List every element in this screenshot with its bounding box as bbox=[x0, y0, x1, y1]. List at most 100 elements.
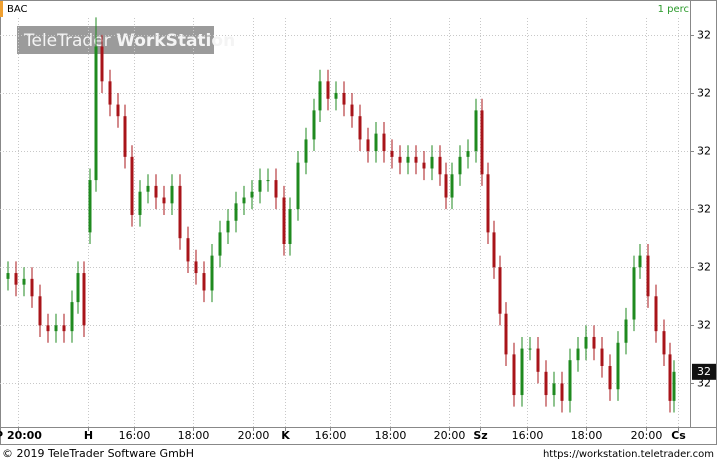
candle-body bbox=[492, 232, 496, 268]
candle-body bbox=[450, 174, 454, 198]
candle-body bbox=[486, 174, 490, 233]
candle-body bbox=[22, 278, 26, 285]
candle-body bbox=[288, 209, 292, 244]
candle-body bbox=[242, 197, 246, 204]
candle-body bbox=[194, 261, 198, 274]
candle-body bbox=[162, 197, 166, 204]
candle-body bbox=[88, 180, 92, 233]
candle-body bbox=[576, 348, 580, 361]
x-tick-label: 16:00 bbox=[119, 429, 151, 442]
candle-body bbox=[444, 174, 448, 198]
x-tick-label: P 20:00 bbox=[0, 429, 42, 442]
candle-body bbox=[186, 238, 190, 262]
candle-body bbox=[46, 325, 50, 332]
candle-body bbox=[406, 156, 410, 163]
candle-body bbox=[474, 110, 478, 152]
x-tick-label: 16:00 bbox=[512, 429, 544, 442]
candle-body bbox=[438, 156, 442, 175]
candle-body bbox=[274, 180, 278, 198]
watermark-box bbox=[17, 26, 214, 54]
y-tick-label: 32 bbox=[697, 319, 711, 332]
candle-body bbox=[552, 383, 556, 396]
candle-body bbox=[282, 197, 286, 244]
copyright: © 2019 TeleTrader Software GmbH bbox=[2, 447, 194, 460]
candle-body bbox=[130, 156, 134, 215]
candle-body bbox=[123, 116, 127, 157]
candle-body bbox=[146, 185, 150, 192]
candle-body bbox=[430, 156, 434, 169]
y-tick-label: 32 bbox=[697, 29, 711, 42]
candle-body bbox=[458, 156, 462, 175]
candle-body bbox=[480, 110, 484, 175]
candle-body bbox=[82, 273, 86, 326]
candle-body bbox=[226, 220, 230, 233]
candle-body bbox=[202, 273, 206, 291]
candle-body bbox=[54, 325, 58, 332]
candle-body bbox=[568, 360, 572, 401]
candle-body bbox=[334, 92, 338, 99]
candles bbox=[6, 17, 676, 413]
candle-body bbox=[528, 348, 532, 350]
candle-body bbox=[296, 162, 300, 210]
candle-body bbox=[512, 354, 516, 396]
candle-body bbox=[38, 296, 42, 326]
candle-body bbox=[326, 81, 330, 99]
candle-body bbox=[358, 116, 362, 140]
last-price-label: 32 bbox=[697, 365, 711, 378]
last-price-box bbox=[692, 363, 716, 380]
x-tick-label: 18:00 bbox=[571, 429, 603, 442]
y-tick-label: 32 bbox=[697, 261, 711, 274]
candle-body bbox=[170, 185, 174, 204]
candle-body bbox=[504, 313, 508, 355]
candle-body bbox=[668, 354, 672, 401]
x-tick-label: 16:00 bbox=[315, 429, 347, 442]
candle-body bbox=[304, 139, 308, 163]
candle-body bbox=[662, 331, 666, 355]
candle-body bbox=[350, 104, 354, 117]
candle-body bbox=[672, 371, 676, 401]
candle-body bbox=[638, 255, 642, 268]
x-tick-label: Sz bbox=[473, 429, 487, 442]
candle-body bbox=[138, 191, 142, 215]
candle-body bbox=[398, 156, 402, 163]
candle-body bbox=[210, 255, 214, 291]
candle-body bbox=[6, 273, 10, 279]
candle-body bbox=[616, 342, 620, 390]
x-tick-label: 20:00 bbox=[631, 429, 663, 442]
x-tick-label: 18:00 bbox=[178, 429, 210, 442]
candle-body bbox=[94, 46, 98, 181]
candle-body bbox=[382, 133, 386, 152]
candle-body bbox=[100, 46, 104, 82]
candle-body bbox=[178, 185, 182, 239]
candle-body bbox=[654, 296, 658, 332]
chart-frame bbox=[0, 0, 717, 445]
candle-body bbox=[584, 336, 588, 349]
x-tick-label: Cs bbox=[671, 429, 686, 442]
y-tick-label: 32 bbox=[697, 145, 711, 158]
candle-body bbox=[250, 191, 254, 198]
candle-body bbox=[108, 81, 112, 105]
candle-body bbox=[312, 110, 316, 140]
x-tick-label: H bbox=[84, 429, 93, 442]
candle-body bbox=[544, 371, 548, 396]
candle-body bbox=[318, 81, 322, 111]
candle-body bbox=[30, 278, 34, 297]
watermark: TeleTrader WorkStation bbox=[23, 31, 235, 51]
symbol: BAC bbox=[7, 4, 28, 15]
y-tick-label: 32 bbox=[697, 203, 711, 216]
candle-body bbox=[374, 133, 378, 152]
candle-body bbox=[600, 348, 604, 366]
period: 1 perc bbox=[658, 4, 689, 15]
x-tick-label: K bbox=[281, 429, 290, 442]
candle-body bbox=[14, 273, 18, 285]
candle-body bbox=[390, 151, 394, 157]
candle-body bbox=[154, 185, 158, 198]
candle-body bbox=[258, 180, 262, 192]
candle-body bbox=[646, 255, 650, 297]
candle-body bbox=[608, 366, 612, 390]
candle-body bbox=[414, 156, 418, 163]
y-tick-label: 32 bbox=[697, 87, 711, 100]
candle-body bbox=[536, 348, 540, 372]
